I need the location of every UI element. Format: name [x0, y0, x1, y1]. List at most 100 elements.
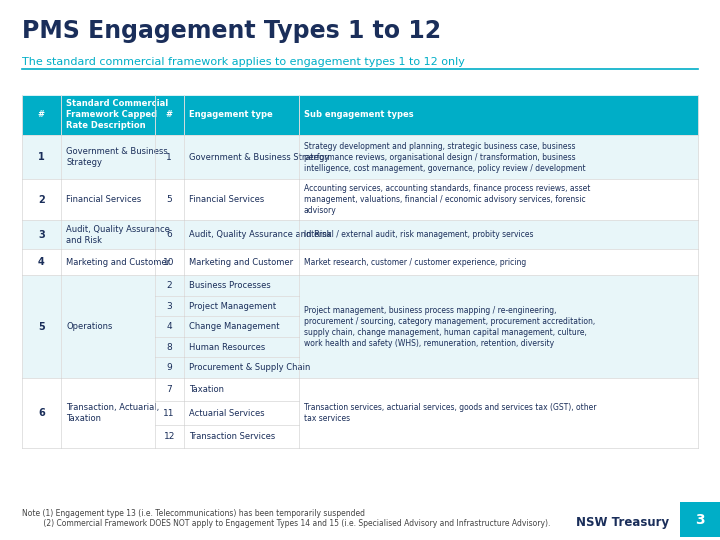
Text: 2: 2: [38, 194, 45, 205]
Text: The standard commercial framework applies to engagement types 1 to 12 only: The standard commercial framework applie…: [22, 57, 464, 67]
Bar: [61, 378, 155, 448]
Text: Change Management: Change Management: [189, 322, 279, 331]
Text: Marketing and Customer: Marketing and Customer: [66, 258, 171, 267]
Bar: [61, 94, 155, 135]
Text: 12: 12: [163, 432, 175, 441]
Text: Financial Services: Financial Services: [189, 195, 264, 204]
Bar: [184, 337, 299, 357]
Text: Transaction services, actuarial services, goods and services tax (GST), other
ta: Transaction services, actuarial services…: [304, 403, 596, 423]
Text: Project Management: Project Management: [189, 302, 276, 310]
Bar: [61, 135, 155, 179]
Bar: [155, 316, 184, 337]
Text: 4: 4: [38, 258, 45, 267]
Text: Audit, Quality Assurance and Risk: Audit, Quality Assurance and Risk: [189, 230, 331, 239]
Text: #: #: [166, 110, 173, 119]
Bar: [184, 296, 299, 316]
Bar: [22, 135, 61, 179]
Text: 1: 1: [38, 152, 45, 162]
Text: 1: 1: [166, 153, 172, 161]
Text: 3: 3: [695, 513, 705, 527]
Text: Internal / external audit, risk management, probity services: Internal / external audit, risk manageme…: [304, 230, 534, 239]
Text: 3: 3: [38, 230, 45, 240]
Bar: [184, 316, 299, 337]
Bar: [155, 275, 184, 296]
Bar: [155, 296, 184, 316]
Bar: [184, 425, 299, 448]
Text: Government & Business Strategy: Government & Business Strategy: [189, 153, 329, 161]
Text: 5: 5: [38, 322, 45, 332]
Bar: [299, 94, 698, 135]
Text: Accounting services, accounting standards, finance process reviews, asset
manage: Accounting services, accounting standard…: [304, 184, 590, 215]
Bar: [184, 401, 299, 425]
Bar: [184, 220, 299, 249]
Bar: [155, 179, 184, 220]
Bar: [184, 249, 299, 275]
Text: Transaction Services: Transaction Services: [189, 432, 275, 441]
Text: Standard Commercial
Framework Capped
Rate Description: Standard Commercial Framework Capped Rat…: [66, 99, 168, 130]
Bar: [22, 220, 61, 249]
Text: 2: 2: [166, 281, 172, 290]
Text: Procurement & Supply Chain: Procurement & Supply Chain: [189, 363, 310, 372]
Text: Government & Business
Strategy: Government & Business Strategy: [66, 147, 168, 167]
Text: 11: 11: [163, 409, 175, 417]
Text: 8: 8: [166, 343, 172, 352]
Text: Audit, Quality Assurance
and Risk: Audit, Quality Assurance and Risk: [66, 225, 170, 245]
Text: 10: 10: [163, 258, 175, 267]
Bar: [155, 425, 184, 448]
Bar: [155, 135, 184, 179]
Text: Marketing and Customer: Marketing and Customer: [189, 258, 293, 267]
Bar: [184, 357, 299, 378]
Bar: [155, 357, 184, 378]
Bar: [184, 275, 299, 296]
Bar: [299, 179, 698, 220]
Bar: [22, 179, 61, 220]
Text: (2) Commercial Framework DOES NOT apply to Engagement Types 14 and 15 (i.e. Spec: (2) Commercial Framework DOES NOT apply …: [22, 519, 550, 529]
Bar: [184, 135, 299, 179]
Bar: [22, 275, 61, 378]
Text: 6: 6: [38, 408, 45, 418]
Text: 3: 3: [166, 302, 172, 310]
Bar: [299, 220, 698, 249]
Text: 6: 6: [166, 230, 172, 239]
Bar: [155, 249, 184, 275]
Bar: [155, 401, 184, 425]
Bar: [61, 179, 155, 220]
Text: 5: 5: [166, 195, 172, 204]
Bar: [61, 275, 155, 378]
Text: Strategy development and planning, strategic business case, business
performance: Strategy development and planning, strat…: [304, 141, 585, 173]
Bar: [22, 94, 61, 135]
Bar: [299, 135, 698, 179]
Bar: [22, 249, 61, 275]
Text: Human Resources: Human Resources: [189, 343, 265, 352]
Bar: [155, 337, 184, 357]
Bar: [299, 378, 698, 448]
Text: #: #: [38, 110, 45, 119]
Bar: [61, 249, 155, 275]
Bar: [680, 502, 720, 537]
Bar: [155, 94, 184, 135]
Bar: [61, 220, 155, 249]
Text: Financial Services: Financial Services: [66, 195, 142, 204]
Text: Market research, customer / customer experience, pricing: Market research, customer / customer exp…: [304, 258, 526, 267]
Bar: [184, 378, 299, 401]
Text: Actuarial Services: Actuarial Services: [189, 409, 264, 417]
Text: Transaction, Actuarial,
Taxation: Transaction, Actuarial, Taxation: [66, 403, 160, 423]
Bar: [299, 249, 698, 275]
Bar: [155, 378, 184, 401]
Text: Business Processes: Business Processes: [189, 281, 271, 290]
Bar: [22, 378, 61, 448]
Text: Project management, business process mapping / re-engineering,
procurement / sou: Project management, business process map…: [304, 306, 595, 348]
Text: Note (1) Engagement type 13 (i.e. Telecommunications) has been temporarily suspe: Note (1) Engagement type 13 (i.e. Teleco…: [22, 509, 364, 518]
Text: Operations: Operations: [66, 322, 112, 331]
Bar: [299, 275, 698, 378]
Text: Sub engagement types: Sub engagement types: [304, 110, 413, 119]
Text: NSW Treasury: NSW Treasury: [576, 516, 669, 529]
Text: PMS Engagement Types 1 to 12: PMS Engagement Types 1 to 12: [22, 19, 441, 43]
Text: 9: 9: [166, 363, 172, 372]
Text: Taxation: Taxation: [189, 385, 224, 394]
Bar: [155, 220, 184, 249]
Bar: [184, 94, 299, 135]
Bar: [184, 179, 299, 220]
Text: 7: 7: [166, 385, 172, 394]
Text: 4: 4: [166, 322, 172, 331]
